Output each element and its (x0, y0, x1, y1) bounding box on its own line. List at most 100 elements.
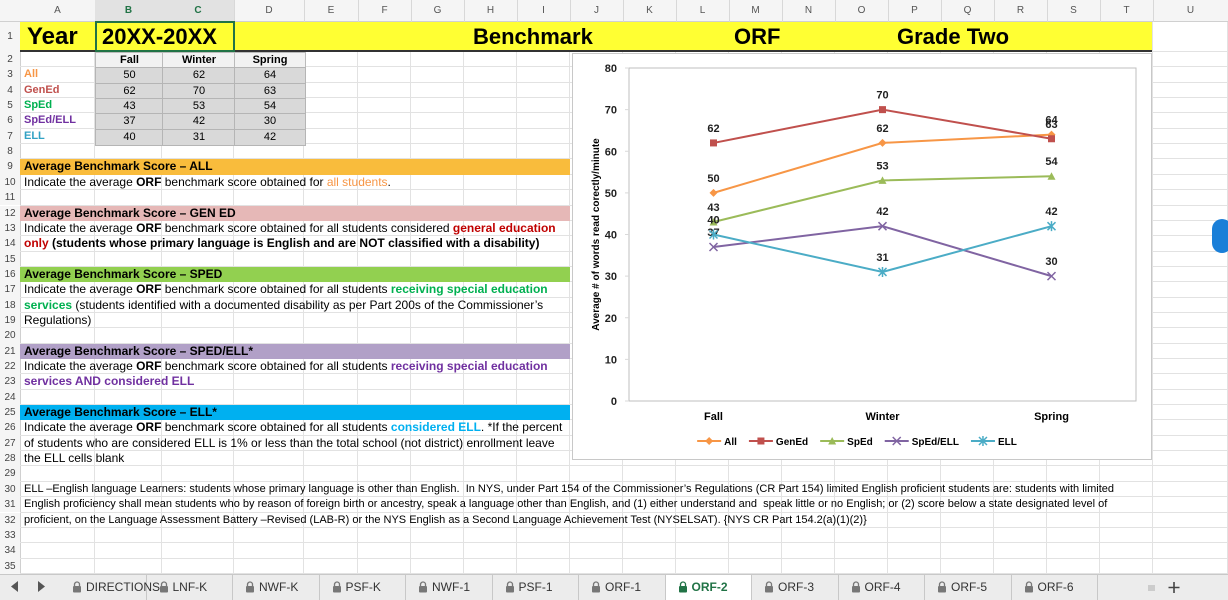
text-run: . (387, 174, 391, 189)
grid-line (1152, 22, 1153, 574)
legend-item: SpEd (820, 437, 873, 448)
data-point (878, 176, 887, 184)
sheet-tab-label: ORF-2 (691, 580, 728, 594)
y-tick-label: 30 (605, 271, 617, 283)
text-run: (students whose primary language is Engl… (48, 236, 540, 251)
grid-line (20, 526, 1228, 528)
lock-icon (332, 581, 341, 593)
text-run: (students identified with a documented d… (72, 297, 544, 312)
text-line: of students who are considered ELL is 1%… (24, 436, 555, 451)
lock-icon (159, 581, 168, 593)
text-run: Indicate the average (24, 359, 137, 373)
row-number: 28 (0, 451, 21, 467)
column-header: J (570, 0, 624, 22)
lock-icon (73, 581, 81, 593)
column-header: M (729, 0, 783, 22)
chart: 0 10 20 30 40 50 60 70 80 Average # of words read… (572, 53, 1152, 460)
row-number: 6 (0, 113, 21, 129)
legend-marker (978, 436, 988, 446)
sheet-tab[interactable]: PSF-1 (493, 575, 579, 600)
row-number: 33 (0, 527, 21, 544)
tab-scroll-arrows[interactable] (0, 574, 50, 600)
text-run: benchmark score obtained for all student… (161, 220, 453, 235)
text-run: ORF (136, 420, 162, 435)
footnote-line: ELL –English language Learners: students… (24, 482, 1114, 495)
row-number: 10 (0, 174, 21, 191)
sheet-tab[interactable]: ORF-1 (579, 575, 666, 600)
lock-icon (765, 581, 773, 593)
legend-label: SpEd (847, 437, 873, 448)
sheet-tab-label: PSF-1 (518, 580, 553, 594)
text-line: only (students whose primary language is… (24, 236, 539, 251)
row-number: 24 (0, 389, 21, 406)
row-number: 26 (0, 420, 21, 436)
column-header: E (304, 0, 359, 22)
sheet-tab[interactable]: DIRECTIONS (60, 575, 160, 600)
row-number: 35 (0, 558, 21, 574)
data-point (1047, 130, 1056, 139)
grid-line (20, 496, 1228, 498)
text-run: Indicate the average (24, 282, 137, 297)
sheet-tab[interactable]: LNF-K (147, 575, 233, 600)
text-run: services AND considered ELL (24, 374, 195, 389)
add-sheet[interactable] (1140, 575, 1210, 600)
column-header: N (782, 0, 836, 22)
sheet-tab[interactable]: ORF-4 (839, 575, 925, 600)
row-number: 19 (0, 312, 21, 329)
row-number: 11 (0, 190, 21, 206)
text-run: receiving special education (390, 282, 548, 297)
sheet-tab-label: LNF-K (172, 580, 208, 594)
column-header: S (1047, 0, 1101, 22)
text-run: benchmark score obtained for all student… (161, 282, 391, 297)
sheet-tab[interactable]: PSF-K (320, 575, 406, 600)
row-number: 21 (0, 343, 21, 359)
y-tick-label: 60 (605, 146, 617, 158)
data-label: 30 (1045, 256, 1057, 268)
legend-label: SpEd/ELL (912, 437, 959, 448)
sheet-tab[interactable]: ORF-6 (1012, 575, 1098, 600)
y-tick-label: 40 (605, 230, 617, 242)
text-run: ORF (136, 220, 162, 235)
text-run: . *If the percent (480, 420, 563, 435)
data-label: 42 (1045, 206, 1057, 218)
sheet-tab[interactable]: NWF-K (233, 575, 320, 600)
year: 20XX-20XX (102, 24, 217, 49)
sheet-tab[interactable]: ORF-3 (752, 575, 839, 600)
y-tick-label: 20 (605, 313, 617, 325)
sheet-tab[interactable]: ORF-2 (665, 575, 752, 600)
sheet-tab[interactable]: ORF-5 (925, 575, 1012, 600)
column-header: O (835, 0, 889, 22)
column-header-bar (0, 0, 1228, 22)
grid-line (20, 542, 1228, 544)
legend-marker (892, 436, 902, 446)
row-number: 31 (0, 497, 21, 513)
grid-line (233, 22, 234, 574)
text-run: Indicate the average (24, 174, 137, 189)
selected-cell (95, 21, 235, 52)
row-number: 16 (0, 266, 21, 283)
legend-item: ELL (970, 436, 1017, 448)
sheet-tab[interactable]: NWF-1 (406, 575, 493, 600)
legend-item: All (697, 437, 737, 448)
text-line: Indicate the average ORF benchmark score… (24, 420, 562, 435)
text-run: Regulations) (24, 312, 92, 327)
row-number: 7 (0, 128, 21, 145)
section-title: Average Benchmark Score – GEN ED (24, 205, 236, 220)
data-label: 64 (1045, 115, 1058, 127)
y-tick-label: 0 (611, 396, 617, 408)
row-number: 34 (0, 543, 21, 559)
row-number: 1 (0, 22, 21, 52)
text-line: services AND considered ELL (24, 374, 194, 389)
lock-icon (592, 581, 600, 593)
legend-marker (705, 437, 714, 445)
table-row-label: SpEd (24, 99, 53, 112)
series-line (713, 225, 1052, 273)
y-tick-label: 10 (605, 354, 617, 366)
row-number: 9 (0, 159, 21, 175)
table-cell: 31 (162, 128, 236, 147)
legend-item: GenEd (748, 437, 808, 448)
sheet-tab-label: ORF-4 (864, 580, 901, 594)
x-tick-label: Winter (865, 411, 900, 423)
lock-icon (1024, 581, 1033, 593)
text-run: ORF (136, 282, 162, 297)
